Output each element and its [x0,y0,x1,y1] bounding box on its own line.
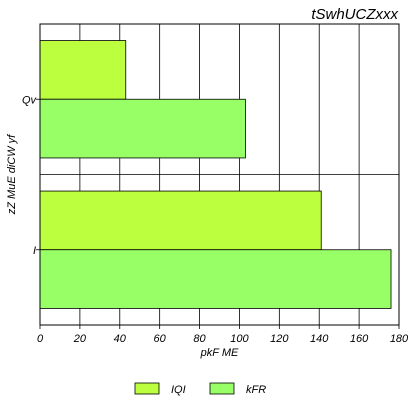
x-tick-label: 180 [390,333,409,345]
bar-IQI-I [39,190,322,251]
x-tick-label: 40 [114,333,127,345]
y-tick-label: Qv [22,94,38,106]
x-tick-label: 20 [73,333,87,345]
x-tick-label: 160 [350,333,369,345]
y-tick-label: I [33,245,36,257]
bar-IQI-Qv [39,40,127,100]
x-tick-label: 100 [230,333,249,345]
x-axis-label: pkF ME [200,347,239,359]
legend-label: kFR [246,384,266,396]
chart-title: tSwhUCZxxx [311,6,398,23]
bar-kFR-I [39,249,392,309]
x-tick-label: 140 [310,333,329,345]
x-tick-label: 80 [193,333,206,345]
legend-label: IQI [171,384,186,396]
x-tick-label: 0 [37,333,44,345]
y-axis-ticks: Qv I [22,94,40,257]
legend-swatch [209,382,235,395]
legend: IQI kFR [134,382,266,396]
x-tick-label: 60 [154,333,167,345]
bars [39,40,392,309]
x-axis-ticks: 0 20 40 60 80 100 120 140 160 180 [37,325,409,345]
plot-frame [39,23,400,326]
bar-kFR-Qv [39,98,246,159]
x-tick-label: 120 [270,333,289,345]
y-axis-label: zZ MuE diCW yf [6,134,18,215]
legend-swatch [134,382,160,395]
